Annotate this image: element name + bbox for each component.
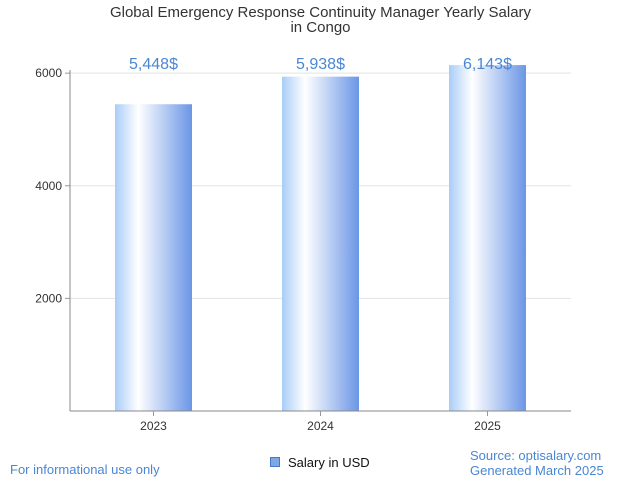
bar-2025 [449,65,526,412]
chart-title-line2: in Congo [290,19,351,36]
y-tick-label: 2000 [35,291,62,305]
data-label: 5,938$ [296,56,345,73]
legend-label: Salary in USD [288,454,370,470]
y-tick-label: 6000 [35,66,62,80]
bar-2024 [282,76,359,411]
x-tick-label: 2024 [307,419,334,433]
chart-title-line1: Global Emergency Response Continuity Man… [109,4,532,21]
data-label: 6,143$ [463,56,512,73]
bar-2023 [115,104,192,412]
x-tick-label: 2023 [140,419,167,433]
generated-text: Generated March 2025 [470,463,604,478]
y-tick-label: 4000 [35,179,62,193]
data-label: 5,448$ [129,56,178,73]
source-text: Source: optisalary.com [470,448,602,463]
legend-swatch [270,457,280,467]
disclaimer-text: For informational use only [10,462,160,477]
x-tick-label: 2025 [474,419,501,433]
legend: Salary in USD [266,451,378,473]
